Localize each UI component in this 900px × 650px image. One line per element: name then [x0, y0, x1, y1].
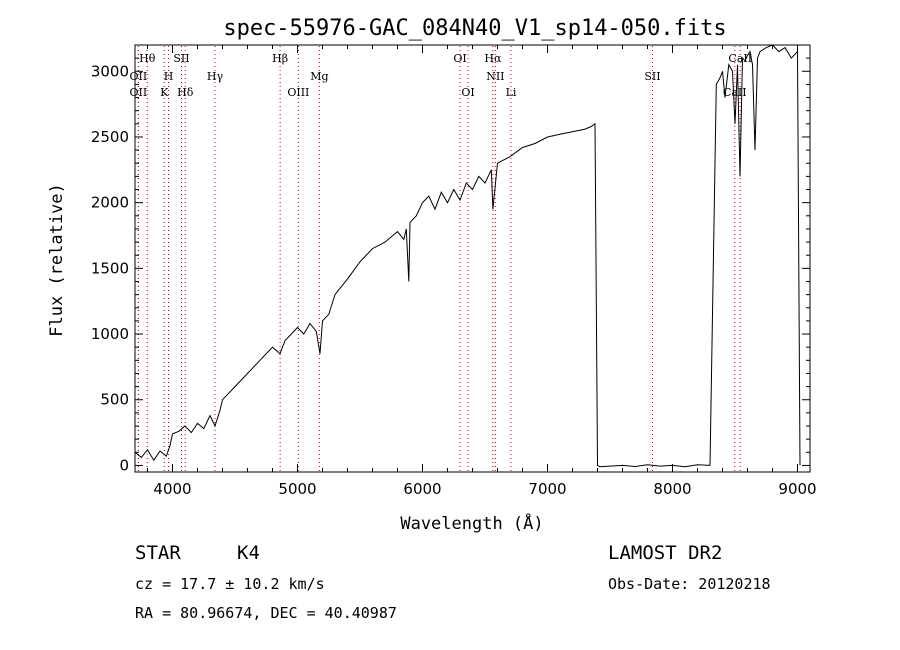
- y-tick-label: 1000: [91, 325, 129, 343]
- spectral-line-label: OI: [461, 86, 474, 99]
- spectral-line-label: OII: [130, 86, 148, 99]
- chart-title: spec-55976-GAC_084N40_V1_sp14-050.fits: [223, 16, 726, 41]
- coordinates-label: RA = 80.96674, DEC = 40.40987: [135, 604, 397, 622]
- spectral-line-label: NII: [486, 70, 504, 83]
- spectral-line-label: Li: [506, 86, 517, 99]
- spectral-line-markers: [137, 46, 741, 471]
- spectral-line-label: CaII: [723, 86, 747, 99]
- survey-label: LAMOST DR2: [608, 542, 723, 564]
- x-tick-label: 9000: [778, 480, 816, 498]
- spectral-line-label: CaII: [728, 52, 752, 65]
- y-axis-title: Flux (relative): [47, 183, 67, 337]
- spectral-line-label: Hθ: [139, 52, 156, 65]
- y-axis: 0 500 1000 1500 2000 2500 3000: [91, 57, 810, 474]
- spectral-line-label: OIII: [287, 86, 309, 99]
- flux-series-line: [134, 44, 801, 468]
- spectral-line-label: Mg: [310, 70, 328, 83]
- subclass-label: K4: [237, 542, 260, 564]
- y-tick-label: 0: [119, 456, 129, 474]
- obs-date-label: Obs-Date: 20120218: [608, 575, 771, 593]
- spectral-line-label: SII: [644, 70, 660, 83]
- x-axis-title: Wavelength (Å): [400, 512, 543, 534]
- spectral-line-label: Hβ: [272, 52, 288, 65]
- spectral-line-label: OII: [130, 70, 148, 83]
- spectral-line-label: SII: [173, 52, 189, 65]
- spectral-line-label: H: [164, 70, 174, 83]
- spectral-line-label: Hδ: [177, 86, 194, 99]
- y-tick-label: 3000: [91, 62, 129, 80]
- y-tick-label: 2000: [91, 194, 129, 212]
- x-tick-label: 7000: [528, 480, 566, 498]
- spectral-line-label: Hα: [484, 52, 502, 65]
- spectral-line-label: K: [160, 86, 169, 99]
- classification-label: STAR: [135, 542, 181, 564]
- redshift-label: cz = 17.7 ± 10.2 km/s: [135, 575, 325, 593]
- y-tick-label: 500: [100, 391, 129, 409]
- x-tick-label: 4000: [153, 480, 191, 498]
- x-axis: 4000 5000 6000 7000 8000 9000: [147, 45, 817, 498]
- y-tick-label: 2500: [91, 128, 129, 146]
- plot-frame: [134, 44, 811, 473]
- x-tick-label: 5000: [278, 480, 316, 498]
- y-tick-label: 1500: [91, 259, 129, 277]
- spectral-line-label: Hγ: [207, 70, 224, 83]
- x-tick-label: 6000: [403, 480, 441, 498]
- spectral-line-label: OI: [453, 52, 466, 65]
- x-tick-label: 8000: [653, 480, 691, 498]
